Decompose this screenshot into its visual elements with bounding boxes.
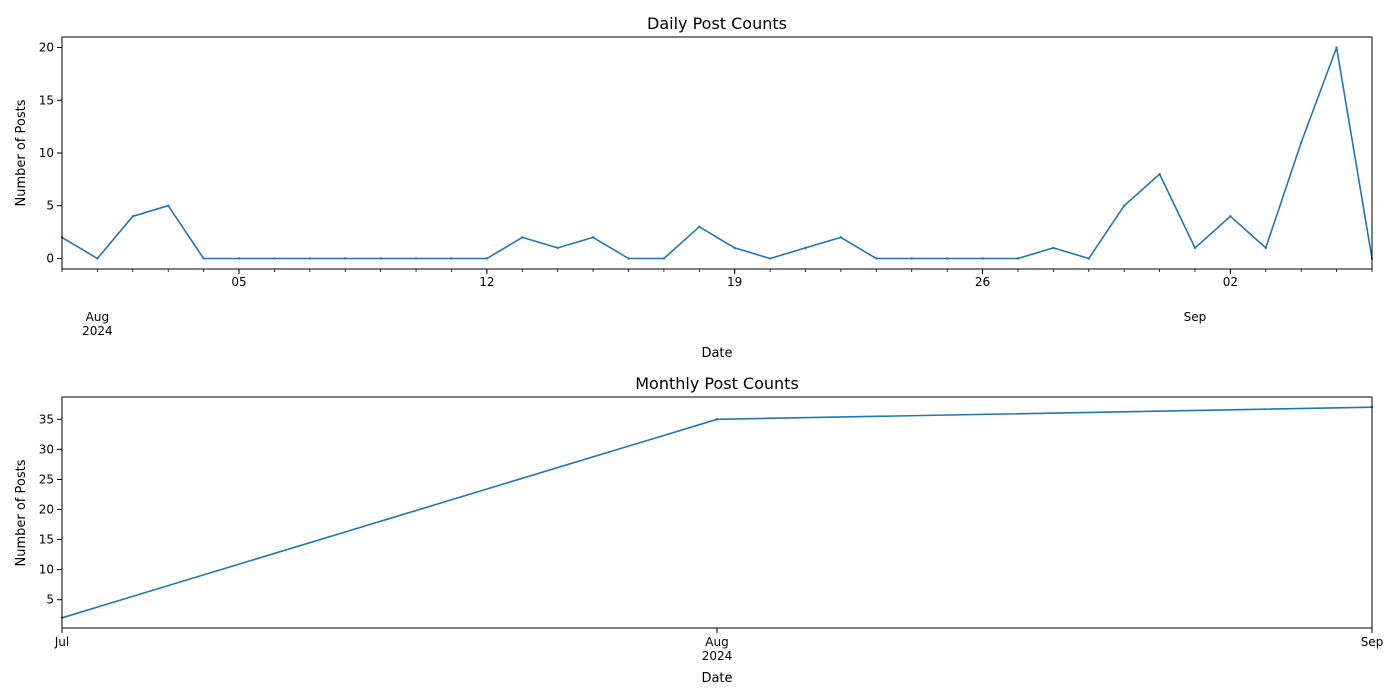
data-point: [414, 257, 418, 260]
data-point: [715, 418, 719, 421]
y-tick-label: 5: [46, 199, 54, 213]
chart-title: Monthly Post Counts: [635, 374, 799, 393]
y-tick-label: 10: [39, 563, 54, 577]
x-axis-label: Date: [701, 346, 732, 361]
chart-title: Daily Post Counts: [647, 14, 787, 33]
data-point: [945, 257, 949, 260]
y-tick-label: 20: [39, 41, 54, 55]
x-month-label: Sep: [1361, 635, 1384, 649]
y-tick-label: 5: [46, 593, 54, 607]
data-point: [910, 257, 913, 260]
data-point: [167, 204, 170, 207]
y-tick-label: 15: [39, 93, 54, 107]
x-tick-label: 05: [231, 275, 246, 289]
x-year-label: 2024: [82, 324, 113, 338]
data-point: [1264, 246, 1267, 250]
data-point: [308, 257, 312, 260]
x-month-label: Aug: [86, 310, 109, 324]
y-tick-label: 35: [39, 412, 54, 426]
y-tick-label: 20: [39, 502, 54, 516]
x-month-label: Sep: [1184, 310, 1207, 324]
y-axis-label: Number of Posts: [14, 459, 29, 566]
x-year-label: 2024: [702, 649, 733, 663]
x-month-label: Jul: [54, 635, 69, 649]
data-point: [521, 236, 524, 239]
data-point: [768, 257, 772, 260]
data-point: [450, 257, 453, 260]
data-point: [839, 236, 843, 239]
data-point: [698, 225, 701, 229]
x-tick-label: 12: [479, 275, 494, 289]
data-point: [1229, 215, 1232, 218]
data-point: [591, 236, 595, 239]
series-line: [61, 46, 1373, 260]
data-point: [237, 257, 241, 260]
plot-frame: [61, 36, 1373, 270]
data-point: [662, 257, 666, 260]
data-point: [1299, 141, 1303, 144]
data-point: [379, 257, 382, 260]
y-tick-label: 10: [39, 146, 54, 160]
x-tick-label: 26: [975, 275, 990, 289]
data-point: [1016, 257, 1020, 260]
data-point: [485, 257, 489, 260]
data-point: [1087, 257, 1090, 260]
daily-chart: Daily Post Counts Date Number of Posts 0…: [14, 14, 1374, 361]
y-tick-label: 15: [39, 533, 54, 547]
data-point: [556, 246, 559, 250]
data-point: [1052, 246, 1055, 250]
series-line: [61, 406, 1373, 619]
x-tick-label: 19: [727, 275, 742, 289]
plot-frame: [61, 396, 1373, 629]
y-tick-label: 30: [39, 442, 54, 456]
x-axis-label: Date: [701, 671, 732, 686]
monthly-chart: Monthly Post Counts Date Number of Posts…: [14, 374, 1383, 686]
data-point: [273, 257, 276, 260]
data-point: [627, 257, 630, 260]
data-point: [804, 246, 807, 250]
data-point: [131, 215, 135, 218]
data-point: [1158, 172, 1161, 176]
data-point: [1335, 46, 1338, 49]
x-month-label: Aug: [705, 635, 728, 649]
x-tick-label: 02: [1223, 275, 1238, 289]
data-point: [96, 257, 99, 260]
data-point: [1193, 246, 1197, 250]
y-tick-label: 25: [39, 472, 54, 486]
data-point: [733, 246, 736, 250]
y-tick-label: 0: [46, 251, 54, 265]
data-point: [1122, 204, 1126, 207]
data-point: [202, 257, 205, 260]
data-point: [981, 257, 984, 260]
data-point: [875, 257, 878, 260]
data-point: [344, 257, 347, 260]
y-axis-label: Number of Posts: [14, 99, 29, 206]
